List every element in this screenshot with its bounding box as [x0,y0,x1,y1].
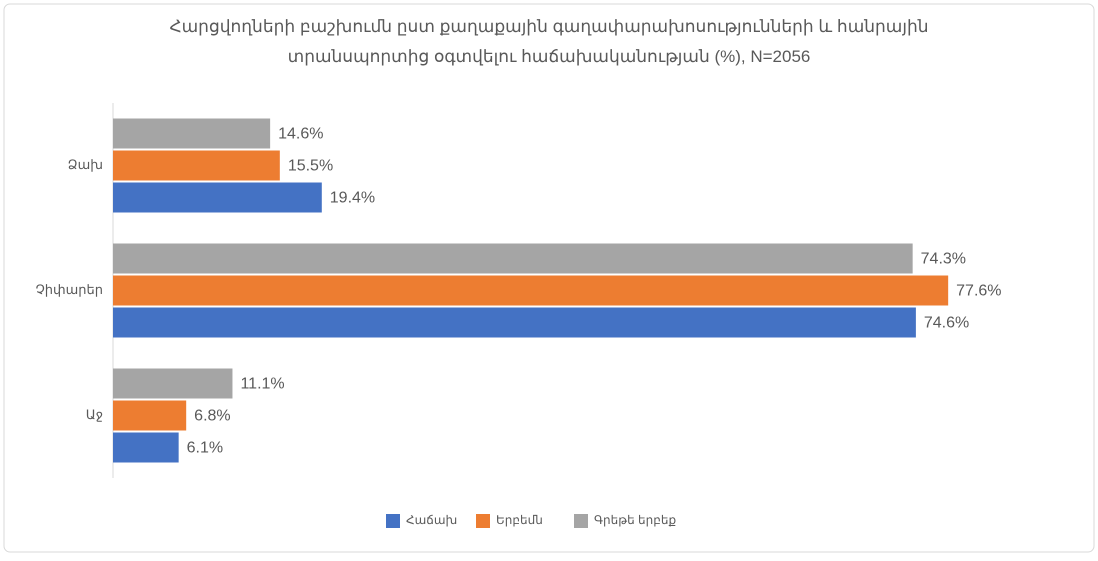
bar [113,432,179,463]
value-label: 77.6% [956,283,1001,300]
value-label: 74.3% [921,251,966,268]
chart-title: Հարցվողների բաշխումն ըստ քաղաքային գաղափ… [169,17,929,66]
value-label: 6.1% [187,440,223,457]
bar [113,150,280,181]
bar [113,243,913,274]
value-label: 74.6% [924,315,969,332]
bar [113,400,187,431]
bar [113,368,233,399]
value-label: 6.8% [194,408,230,425]
legend-label: Հաճախ [406,513,457,527]
bar [113,182,322,213]
legend-label: Երբեմն [496,513,543,527]
value-label: 11.1% [240,376,284,393]
title-box: Հարցվողների բաշխումն ըստ քաղաքային գաղափ… [169,17,929,66]
bar [113,118,271,149]
y-tick-label: Աջ [86,407,103,422]
y-tick-label: Չիփարեր [35,282,103,297]
legend-label: Գրեթե երբեք [594,513,676,527]
value-label: 19.4% [330,190,375,207]
bar [113,307,916,338]
bar [113,275,949,306]
value-label: 15.5% [288,158,333,175]
legend-swatch [386,514,400,528]
y-tick-label: Ձախ [68,157,103,172]
legend-swatch [476,514,490,528]
legend-swatch [574,514,588,528]
value-label: 14.6% [278,126,323,143]
